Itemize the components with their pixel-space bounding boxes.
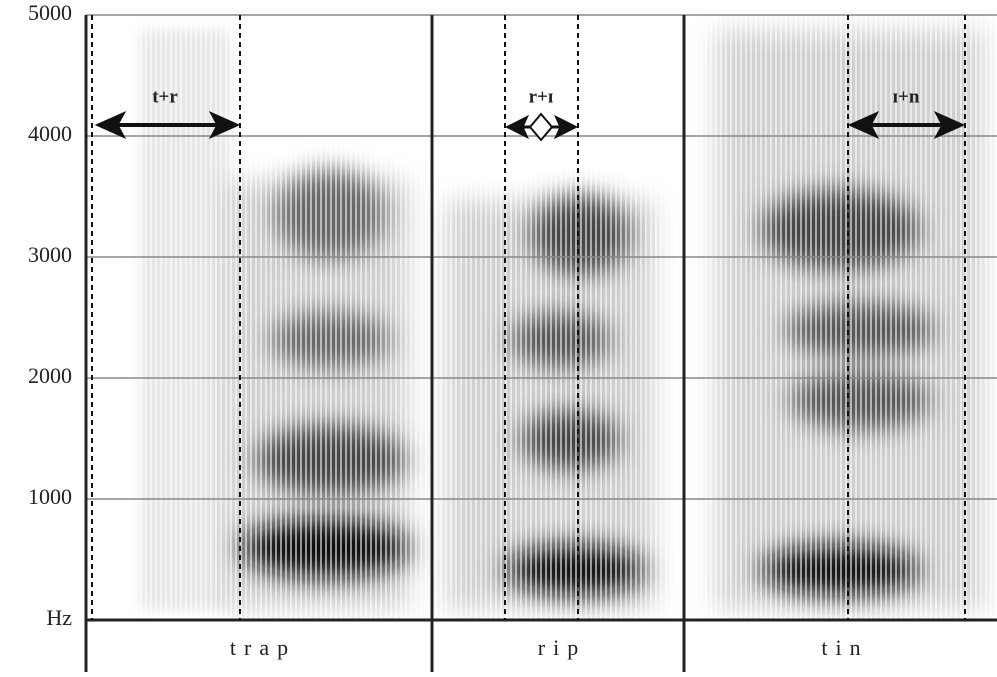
y-tick-label: 4000: [28, 121, 72, 146]
segment-label: rip: [538, 635, 586, 660]
arrow-head: [933, 110, 966, 140]
overlap-arrows: [94, 110, 966, 142]
annotation: ɪ+n: [893, 86, 920, 107]
arrow-head: [208, 110, 241, 140]
segment-label: trap: [230, 635, 296, 660]
y-tick-label: 3000: [28, 242, 72, 267]
y-tick-label: 5000: [28, 0, 72, 25]
arrow-diamond: [528, 112, 554, 142]
boundaries: [91, 15, 966, 620]
y-tick-label: Hz: [46, 605, 72, 630]
arrow-head: [847, 110, 880, 140]
arrow-head: [94, 110, 127, 140]
arrow-head: [553, 114, 579, 140]
y-tick-label: 1000: [28, 484, 72, 509]
segment-label: tin: [821, 635, 868, 660]
annotation: t+r: [152, 86, 178, 107]
y-tick-label: 2000: [28, 363, 72, 388]
annotation: r+ɪ: [529, 86, 554, 107]
arrow-head: [504, 114, 530, 140]
